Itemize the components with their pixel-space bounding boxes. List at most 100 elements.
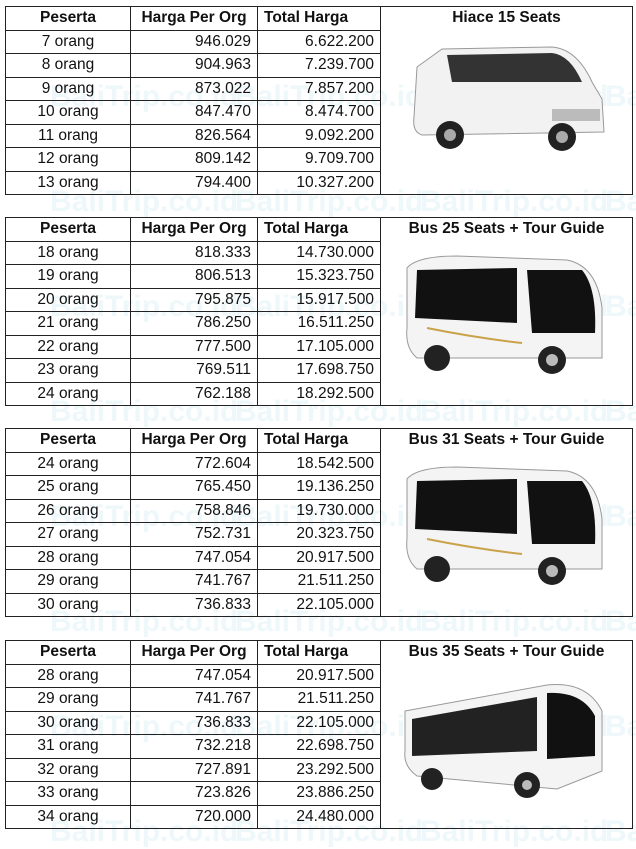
total-harga-cell: 15.917.500 (257, 287, 381, 312)
header-harga-per-org: Harga Per Org (130, 217, 258, 242)
harga-per-org-cell: 736.833 (130, 710, 258, 735)
peserta-cell: 10 orang (5, 100, 131, 125)
peserta-cell: 28 orang (5, 545, 131, 570)
table-row: 28 orang 747.054 20.917.500 (5, 545, 633, 570)
total-harga-cell: 22.698.750 (257, 734, 381, 759)
harga-per-org-cell: 777.500 (130, 334, 258, 359)
peserta-cell: 11 orang (5, 123, 131, 148)
header-row: Peserta Harga Per Org Total Harga Bus 25 Se… (5, 217, 633, 406)
table-row: 24 orang 772.604 18.542.500 (5, 451, 633, 476)
table-row: 23 orang 769.511 17.698.750 (5, 358, 633, 383)
total-harga-cell: 15.323.750 (257, 264, 381, 289)
total-harga-cell: 21.511.250 (257, 687, 381, 712)
harga-per-org-cell: 741.767 (130, 687, 258, 712)
table-row: 28 orang 747.054 20.917.500 (5, 663, 633, 688)
table-row: 27 orang 752.731 20.323.750 (5, 522, 633, 547)
harga-per-org-cell: 736.833 (130, 592, 258, 617)
header-peserta: Peserta (5, 217, 131, 242)
harga-per-org-cell: 904.963 (130, 53, 258, 78)
harga-per-org-cell: 741.767 (130, 569, 258, 594)
header-harga-per-org: Harga Per Org (130, 6, 258, 31)
table-row: 12 orang 809.142 9.709.700 (5, 147, 633, 172)
peserta-cell: 18 orang (5, 240, 131, 265)
harga-per-org-cell: 786.250 (130, 311, 258, 336)
vehicle-title: Bus 31 Seats + Tour Guide (408, 431, 605, 448)
peserta-cell: 28 orang (5, 663, 131, 688)
total-harga-cell: 18.542.500 (257, 451, 381, 476)
total-harga-cell: 20.917.500 (257, 545, 381, 570)
harga-per-org-cell: 723.826 (130, 781, 258, 806)
header-peserta: Peserta (5, 428, 131, 453)
table-row: 7 orang 946.029 6.622.200 (5, 29, 633, 54)
total-harga-cell: 16.511.250 (257, 311, 381, 336)
peserta-cell: 30 orang (5, 710, 131, 735)
table-row: 9 orang 873.022 7.857.200 (5, 76, 633, 101)
peserta-cell: 31 orang (5, 734, 131, 759)
harga-per-org-cell: 747.054 (130, 545, 258, 570)
peserta-cell: 7 orang (5, 29, 131, 54)
harga-per-org-cell: 762.188 (130, 381, 258, 406)
peserta-cell: 22 orang (5, 334, 131, 359)
total-harga-cell: 22.105.000 (257, 592, 381, 617)
van-image (381, 37, 632, 157)
header-harga-per-org: Harga Per Org (130, 428, 258, 453)
total-harga-cell: 17.698.750 (257, 358, 381, 383)
total-harga-cell: 21.511.250 (257, 569, 381, 594)
table-row: 11 orang 826.564 9.092.200 (5, 123, 633, 148)
table-row: 30 orang 736.833 22.105.000 (5, 710, 633, 735)
peserta-cell: 20 orang (5, 287, 131, 312)
table-row: 25 orang 765.450 19.136.250 (5, 475, 633, 500)
total-harga-cell: 20.323.750 (257, 522, 381, 547)
price-table: Peserta Harga Per Org Total Harga Bus 35 Se… (5, 640, 633, 829)
total-harga-cell: 18.292.500 (257, 381, 381, 406)
vehicle-title: Hiace 15 Seats (452, 9, 561, 26)
harga-per-org-cell: 772.604 (130, 451, 258, 476)
header-row: Peserta Harga Per Org Total Harga Bus 31 Se… (5, 428, 633, 617)
header-total-harga: Total Harga (257, 6, 381, 31)
harga-per-org-cell: 826.564 (130, 123, 258, 148)
harga-per-org-cell: 794.400 (130, 170, 258, 195)
table-row: 10 orang 847.470 8.474.700 (5, 100, 633, 125)
harga-per-org-cell: 818.333 (130, 240, 258, 265)
peserta-cell: 19 orang (5, 264, 131, 289)
harga-per-org-cell: 752.731 (130, 522, 258, 547)
vehicle-title: Bus 35 Seats + Tour Guide (408, 643, 605, 660)
peserta-cell: 29 orang (5, 687, 131, 712)
table-row: 31 orang 732.218 22.698.750 (5, 734, 633, 759)
total-harga-cell: 20.917.500 (257, 663, 381, 688)
peserta-cell: 12 orang (5, 147, 131, 172)
table-row: 30 orang 736.833 22.105.000 (5, 592, 633, 617)
bus-image (381, 671, 632, 801)
total-harga-cell: 10.327.200 (257, 170, 381, 195)
peserta-cell: 29 orang (5, 569, 131, 594)
total-harga-cell: 8.474.700 (257, 100, 381, 125)
harga-per-org-cell: 809.142 (130, 147, 258, 172)
peserta-cell: 27 orang (5, 522, 131, 547)
peserta-cell: 13 orang (5, 170, 131, 195)
peserta-cell: 8 orang (5, 53, 131, 78)
vehicle-cell: Hiace 15 Seats (380, 6, 633, 195)
harga-per-org-cell: 873.022 (130, 76, 258, 101)
table-row: 33 orang 723.826 23.886.250 (5, 781, 633, 806)
table-row: 24 orang 762.188 18.292.500 (5, 381, 633, 406)
price-table: Peserta Harga Per Org Total Harga Bus 31 Se… (5, 428, 633, 617)
total-harga-cell: 23.886.250 (257, 781, 381, 806)
header-total-harga: Total Harga (257, 217, 381, 242)
total-harga-cell: 22.105.000 (257, 710, 381, 735)
peserta-cell: 26 orang (5, 498, 131, 523)
table-row: 21 orang 786.250 16.511.250 (5, 311, 633, 336)
harga-per-org-cell: 758.846 (130, 498, 258, 523)
harga-per-org-cell: 720.000 (130, 804, 258, 829)
minibus-image (381, 248, 632, 378)
harga-per-org-cell: 847.470 (130, 100, 258, 125)
peserta-cell: 24 orang (5, 451, 131, 476)
header-peserta: Peserta (5, 6, 131, 31)
vehicle-title: Bus 25 Seats + Tour Guide (408, 220, 605, 237)
harga-per-org-cell: 727.891 (130, 757, 258, 782)
peserta-cell: 24 orang (5, 381, 131, 406)
peserta-cell: 34 orang (5, 804, 131, 829)
table-row: 26 orang 758.846 19.730.000 (5, 498, 633, 523)
header-total-harga: Total Harga (257, 640, 381, 665)
total-harga-cell: 9.092.200 (257, 123, 381, 148)
peserta-cell: 21 orang (5, 311, 131, 336)
